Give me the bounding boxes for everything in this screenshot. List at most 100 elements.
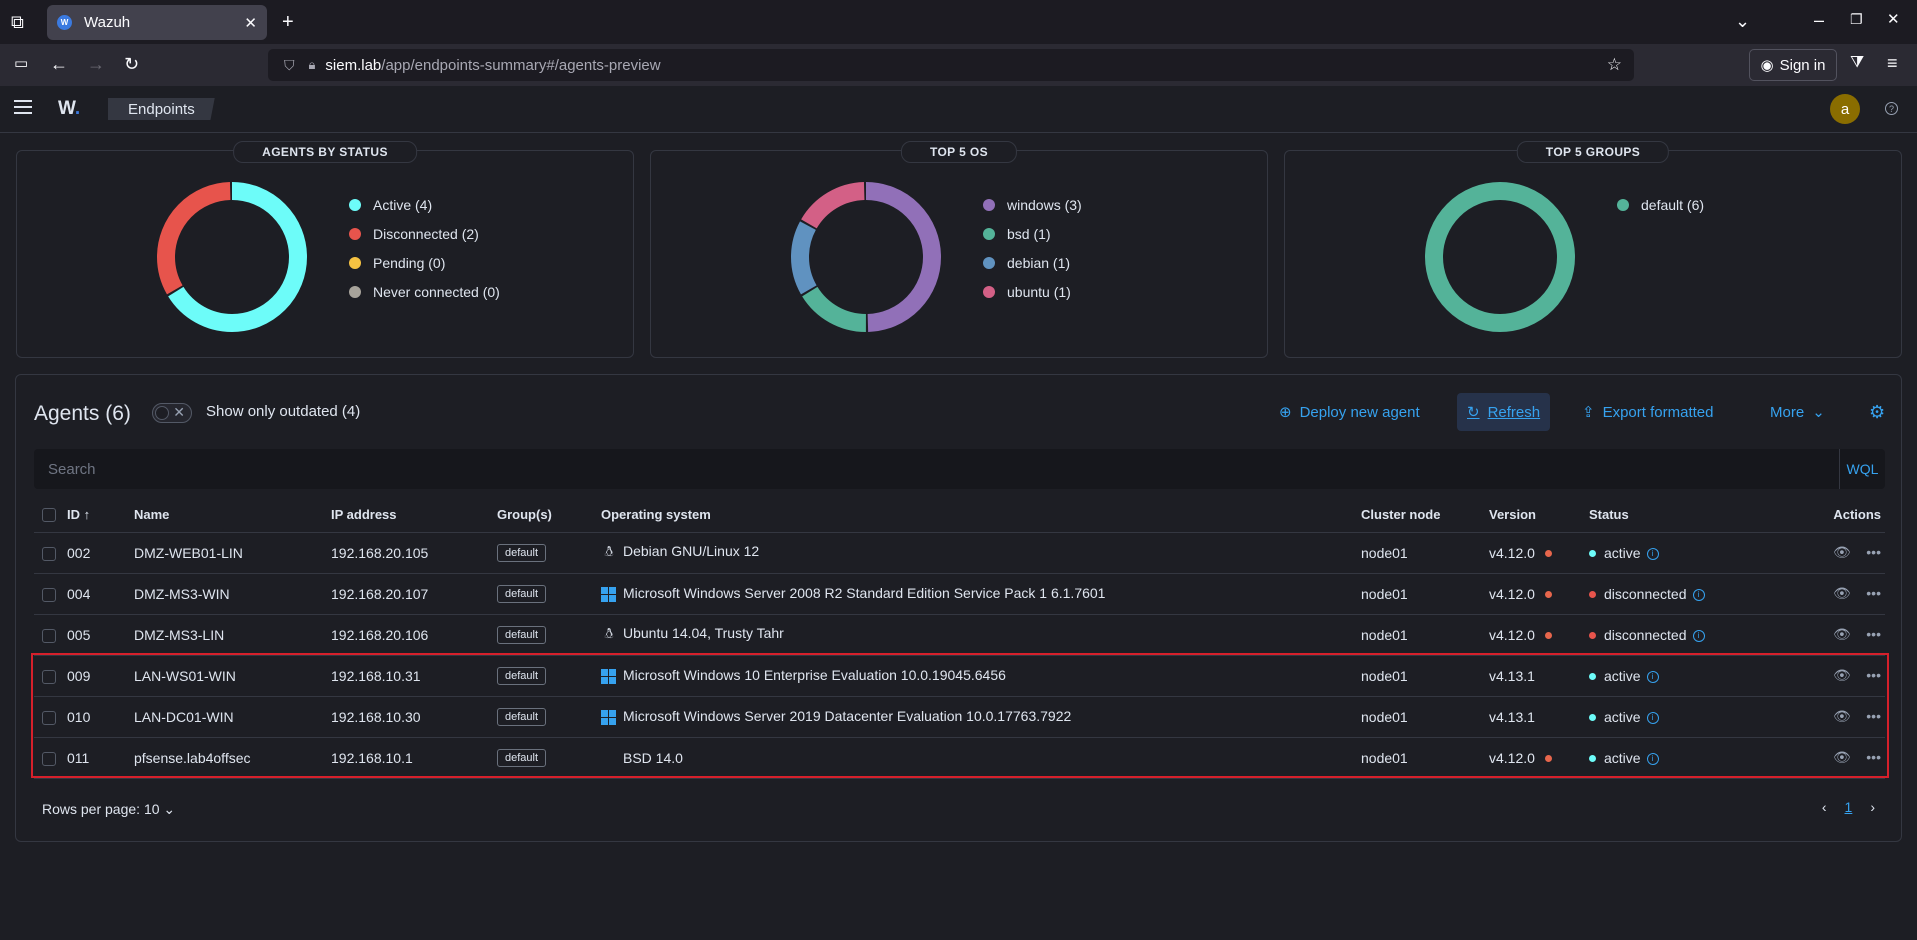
hamburger-menu-icon[interactable]: [14, 100, 32, 114]
next-page-icon[interactable]: ›: [1870, 799, 1875, 815]
restore-icon[interactable]: ❐: [1850, 11, 1863, 27]
group-badge[interactable]: default: [497, 708, 547, 726]
forward-icon[interactable]: →: [87, 54, 105, 74]
col-status[interactable]: Status: [1589, 497, 1789, 533]
legend-item[interactable]: debian (1): [983, 248, 1082, 277]
more-button[interactable]: More ⌄: [1760, 393, 1835, 431]
url-bar[interactable]: ⛉ 🔒︎ siem.lab/app/endpoints-summary#/age…: [268, 49, 1634, 81]
wql-button[interactable]: WQL: [1839, 449, 1885, 489]
row-checkbox[interactable]: [42, 669, 56, 684]
row-checkbox[interactable]: [42, 751, 56, 766]
more-actions-icon[interactable]: •••: [1866, 585, 1881, 601]
row-checkbox[interactable]: [42, 710, 56, 725]
donut-slice-disconnected[interactable]: [157, 182, 307, 332]
legend-item[interactable]: Pending (0): [349, 248, 500, 277]
donut-chart-status: [157, 182, 307, 332]
sign-in-button[interactable]: ◉ Sign in: [1749, 49, 1837, 81]
prev-page-icon[interactable]: ‹: [1821, 799, 1827, 815]
group-badge[interactable]: default: [497, 749, 547, 767]
group-badge[interactable]: default: [497, 585, 547, 603]
row-checkbox[interactable]: [42, 546, 56, 561]
group-badge[interactable]: default: [497, 667, 547, 685]
table-row[interactable]: 010 LAN-DC01-WIN 192.168.10.30 default Micro…: [34, 696, 1885, 738]
avatar[interactable]: a: [1830, 94, 1860, 124]
group-badge[interactable]: default: [497, 544, 547, 562]
col-version[interactable]: Version: [1489, 497, 1589, 533]
menu-icon[interactable]: ≡: [1887, 53, 1898, 73]
search-input[interactable]: [48, 449, 1828, 489]
page-number[interactable]: 1: [1844, 799, 1853, 815]
cell-id: 002: [67, 532, 134, 574]
tab-list-icon[interactable]: ⧉: [11, 12, 24, 32]
cell-status: active i: [1589, 532, 1789, 574]
info-icon[interactable]: i: [1646, 711, 1659, 724]
reload-icon[interactable]: ↻: [124, 54, 140, 74]
info-icon[interactable]: i: [1692, 588, 1705, 601]
legend-item[interactable]: Active (4): [349, 190, 500, 219]
more-actions-icon[interactable]: •••: [1866, 544, 1881, 560]
view-eye-icon[interactable]: 👁︎: [1832, 749, 1851, 765]
select-all-checkbox[interactable]: [42, 508, 56, 523]
table-row[interactable]: 011 pfsense.lab4offsec 192.168.10.1 default…: [34, 737, 1885, 779]
more-actions-icon[interactable]: •••: [1866, 708, 1881, 724]
minimize-icon[interactable]: –: [1814, 10, 1825, 30]
lock-icon[interactable]: 🔒︎: [308, 57, 316, 72]
breadcrumb-endpoints[interactable]: Endpoints: [108, 98, 215, 120]
row-checkbox[interactable]: [42, 628, 56, 643]
col-id[interactable]: ID ↑: [67, 497, 134, 533]
settings-gear-icon[interactable]: ⚙: [1869, 401, 1886, 422]
legend-item[interactable]: default (6): [1617, 190, 1704, 219]
sidebar-toggle-icon[interactable]: ▭: [14, 55, 29, 72]
extensions-icon[interactable]: ⧩: [1850, 54, 1865, 71]
donut-slice-debian[interactable]: [791, 182, 941, 332]
new-tab-icon[interactable]: +: [282, 11, 294, 33]
legend-item[interactable]: ubuntu (1): [983, 277, 1082, 306]
group-badge[interactable]: default: [497, 626, 547, 644]
legend-item[interactable]: Never connected (0): [349, 277, 500, 306]
deploy-new-agent-button[interactable]: ⊕ Deploy new agent: [1269, 393, 1430, 431]
donut-chart-os: [791, 182, 941, 332]
view-eye-icon[interactable]: 👁︎: [1832, 667, 1851, 683]
view-eye-icon[interactable]: 👁︎: [1832, 708, 1851, 724]
view-eye-icon[interactable]: 👁︎: [1832, 585, 1851, 601]
refresh-button[interactable]: ↻ Refresh: [1457, 393, 1551, 431]
info-icon[interactable]: i: [1646, 547, 1659, 560]
tab-close-icon[interactable]: ✕: [244, 14, 257, 32]
export-formatted-button[interactable]: ⇪ Export formatted: [1572, 393, 1723, 431]
col-cluster-node[interactable]: Cluster node: [1361, 497, 1489, 533]
view-eye-icon[interactable]: 👁︎: [1832, 626, 1851, 642]
col-groups[interactable]: Group(s): [497, 497, 601, 533]
info-icon[interactable]: i: [1646, 670, 1659, 683]
table-row[interactable]: 004 DMZ-MS3-WIN 192.168.20.107 default Micro…: [34, 573, 1885, 615]
row-checkbox[interactable]: [42, 587, 56, 602]
browser-tab[interactable]: W Wazuh ✕: [47, 5, 267, 40]
shield-icon[interactable]: ⛉: [284, 56, 295, 73]
table-row[interactable]: 005 DMZ-MS3-LIN 192.168.20.106 default 🐧︎ Ubu…: [34, 614, 1885, 656]
legend-item[interactable]: bsd (1): [983, 219, 1082, 248]
view-eye-icon[interactable]: 👁︎: [1832, 544, 1851, 560]
col-os[interactable]: Operating system: [601, 497, 1361, 533]
donut-slice-windows[interactable]: [791, 182, 941, 332]
bookmark-star-icon[interactable]: ☆: [1606, 55, 1622, 74]
close-window-icon[interactable]: ✕: [1887, 11, 1900, 28]
tabs-dropdown-icon[interactable]: ⌄: [1735, 11, 1751, 31]
rows-per-page-button[interactable]: Rows per page: 10 ⌄: [42, 801, 175, 818]
wazuh-logo[interactable]: W.: [58, 98, 81, 119]
back-icon[interactable]: ←: [50, 54, 68, 74]
donut-slice-active[interactable]: [157, 182, 307, 332]
table-row[interactable]: 002 DMZ-WEB01-LIN 192.168.20.105 default 🐧︎ D…: [34, 532, 1885, 574]
legend-item[interactable]: windows (3): [983, 190, 1082, 219]
more-actions-icon[interactable]: •••: [1866, 626, 1881, 642]
info-icon[interactable]: i: [1646, 752, 1659, 765]
more-actions-icon[interactable]: •••: [1866, 667, 1881, 683]
table-row[interactable]: 009 LAN-WS01-WIN 192.168.10.31 default Micro…: [34, 655, 1885, 697]
more-actions-icon[interactable]: •••: [1866, 749, 1881, 765]
cell-version: v4.12.0: [1489, 573, 1589, 615]
help-icon[interactable]: ?: [1885, 102, 1898, 115]
info-icon[interactable]: i: [1692, 629, 1705, 642]
col-ip[interactable]: IP address: [331, 497, 497, 533]
donut-slice-default[interactable]: [1425, 182, 1575, 332]
col-name[interactable]: Name: [134, 497, 331, 533]
outdated-toggle[interactable]: ✕: [152, 403, 192, 423]
legend-item[interactable]: Disconnected (2): [349, 219, 500, 248]
